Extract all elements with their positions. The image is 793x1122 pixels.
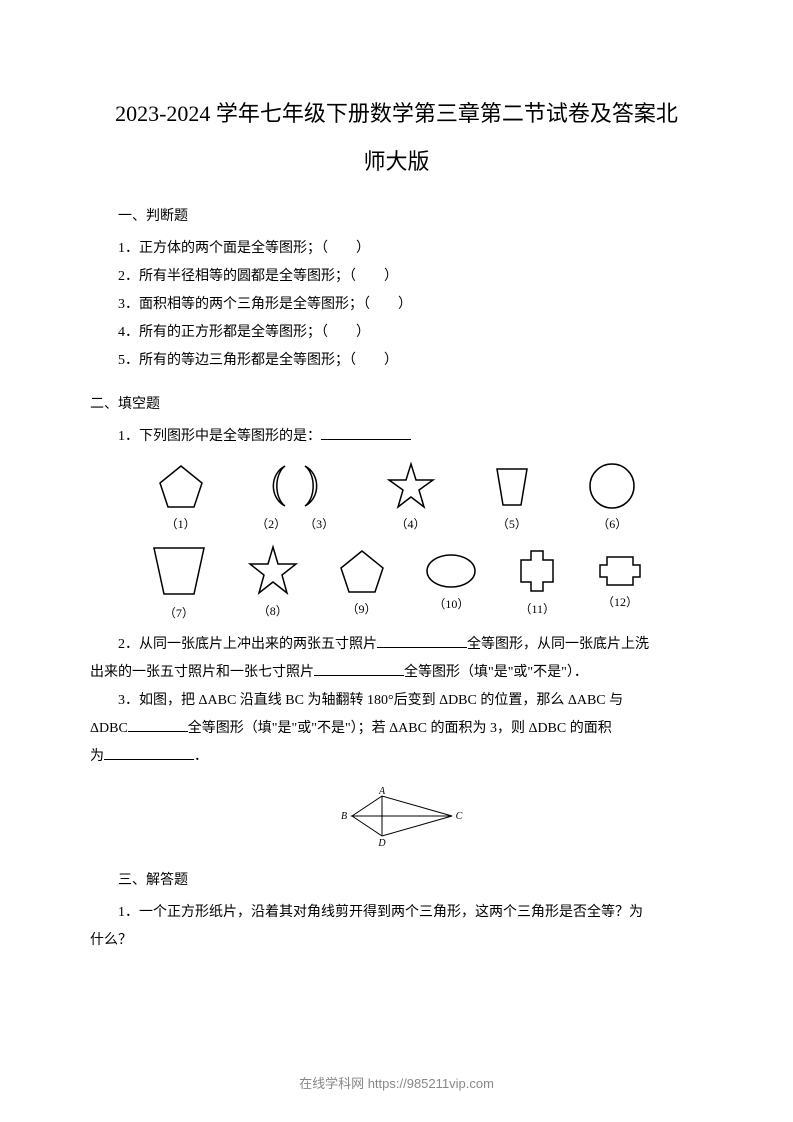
s1-q4: 4．所有的正方形都是全等图形；（ ）: [90, 319, 703, 347]
text: 出来的一张五寸照片和一张七寸照片: [90, 665, 314, 680]
triangle-diagram: A B C D: [90, 786, 703, 851]
trapezoid-icon: [487, 461, 537, 511]
section-3-heading: 三、解答题: [90, 869, 703, 889]
s1-q3: 3．面积相等的两个三角形是全等图形；（ ）: [90, 291, 703, 319]
shape-label: （7）: [164, 604, 194, 621]
shape-label: （9）: [347, 600, 377, 617]
shape-label: （2）: [256, 515, 286, 532]
pentagon-icon: [336, 546, 388, 596]
blank: [377, 634, 467, 648]
page-footer: 在线学科网 https://985211vip.com: [0, 1073, 793, 1092]
shape-8: （8）: [246, 544, 300, 619]
ellipse-icon: [423, 551, 479, 591]
section-2-heading: 二、填空题: [90, 393, 703, 413]
s2-q3-line1: 3．如图，把 ΔABC 沿直线 BC 为轴翻转 180°后变到 ΔDBC 的位置…: [90, 687, 703, 715]
text: 2．从同一张底片上冲出来的两张五寸照片: [118, 637, 377, 652]
title-line-1: 2023-2024 学年七年级下册数学第三章第二节试卷及答案北: [90, 90, 703, 138]
pentagon-icon: [155, 461, 207, 511]
text: 全等图形（填"是"或"不是"）；若 ΔABC 的面积为 3，则 ΔDBC 的面积: [188, 721, 612, 736]
blank: [321, 426, 411, 440]
shapes-row-2: （7） （8） （9） （10） （11） （12）: [90, 542, 703, 621]
s2-q1-text: 1．下列图形中是全等图形的是：: [118, 429, 321, 444]
s2-q3-line2: ΔDBC 全等图形（填"是"或"不是"）；若 ΔABC 的面积为 3，则 ΔDBC…: [90, 715, 703, 743]
shape-12: （12）: [595, 553, 645, 610]
label-a: A: [377, 786, 385, 797]
s3-q1-line1: 1．一个正方形纸片，沿着其对角线剪开得到两个三角形，这两个三角形是否全等？为: [90, 899, 703, 927]
shape-label: （11）: [519, 600, 555, 617]
shape-5: （5）: [487, 461, 537, 532]
page-title: 2023-2024 学年七年级下册数学第三章第二节试卷及答案北 师大版: [90, 90, 703, 187]
text: 全等图形，从同一张底片上洗: [467, 637, 649, 652]
shape-label: （1）: [166, 515, 196, 532]
text: ΔDBC: [90, 721, 128, 736]
shape-label: （12）: [602, 593, 638, 610]
s1-q1: 1．正方体的两个面是全等图形；（ ）: [90, 235, 703, 263]
label-d: D: [377, 838, 386, 846]
text: ．: [194, 749, 208, 764]
s2-q1: 1．下列图形中是全等图形的是：: [90, 423, 703, 451]
star-icon: [384, 461, 438, 511]
shape-6: （6）: [586, 461, 638, 532]
crescents-icon: [260, 461, 330, 511]
star-icon: [246, 544, 300, 598]
shape-9: （9）: [336, 546, 388, 617]
s3-q1-line2: 什么？: [90, 927, 703, 955]
trapezoid-large-icon: [148, 542, 210, 600]
shape-label: （3）: [304, 515, 334, 532]
title-line-2: 师大版: [90, 138, 703, 186]
shape-1: （1）: [155, 461, 207, 532]
circle-icon: [586, 461, 638, 511]
cross-shape-h-icon: [595, 553, 645, 589]
shape-7: （7）: [148, 542, 210, 621]
blank: [128, 718, 188, 732]
shapes-row-1: （1） （2） （3） （4） （5） （6）: [90, 461, 703, 532]
blank: [104, 746, 194, 760]
shape-label: （10）: [433, 595, 469, 612]
s2-q2-line2: 出来的一张五寸照片和一张七寸照片 全等图形（填"是"或"不是"）．: [90, 659, 703, 687]
text: 全等图形（填"是"或"不是"）．: [404, 665, 588, 680]
shape-10: （10）: [423, 551, 479, 612]
shape-11: （11）: [515, 546, 559, 617]
shape-label: （5）: [497, 515, 527, 532]
s1-q5: 5．所有的等边三角形都是全等图形；（ ）: [90, 347, 703, 375]
label-c: C: [455, 811, 462, 822]
shape-label: （8）: [258, 602, 288, 619]
cross-shape-icon: [515, 546, 559, 596]
label-b: B: [340, 811, 346, 822]
s1-q2: 2．所有半径相等的圆都是全等图形；（ ）: [90, 263, 703, 291]
shape-label: （6）: [597, 515, 627, 532]
shape-4: （4）: [384, 461, 438, 532]
blank: [314, 662, 404, 676]
s2-q2-line1: 2．从同一张底片上冲出来的两张五寸照片 全等图形，从同一张底片上洗: [90, 631, 703, 659]
section-1-heading: 一、判断题: [90, 205, 703, 225]
text: 为: [90, 749, 104, 764]
shape-2-3: （2） （3）: [256, 461, 334, 532]
reflected-triangle-icon: A B C D: [322, 786, 472, 846]
shape-label: （4）: [395, 515, 425, 532]
s2-q3-line3: 为．: [90, 743, 703, 771]
